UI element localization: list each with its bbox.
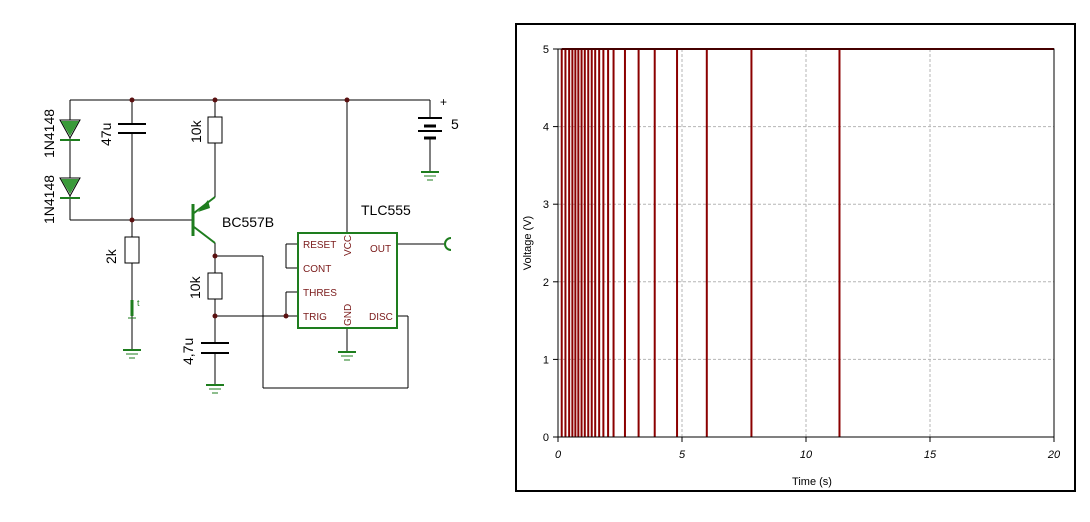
x-tick-label: 15 bbox=[924, 449, 937, 461]
ground-battery-icon bbox=[421, 171, 439, 181]
chart-frame: 0 1 2 3 4 5 0 5 10 15 20 Time (s) Voltage (V) bbox=[515, 23, 1076, 492]
pin-reset-label: RESET bbox=[303, 240, 336, 251]
ground-cap-icon bbox=[206, 384, 224, 394]
x-tick-label: 0 bbox=[555, 449, 562, 461]
cap-top-label: 47u bbox=[98, 123, 114, 146]
timer-ic-icon bbox=[297, 232, 398, 329]
pin-trig-label: TRIG bbox=[303, 312, 327, 323]
plot-area-border bbox=[557, 48, 1055, 438]
diode-1-label: 1N4148 bbox=[41, 109, 57, 158]
x-tick-label: 5 bbox=[679, 449, 686, 461]
res-collector-label: 10k bbox=[188, 119, 204, 143]
chart-tick-labels: 0 1 2 3 4 5 0 5 10 15 20 bbox=[543, 44, 1061, 461]
ground-timer-icon bbox=[338, 351, 356, 361]
battery-plus-label: + bbox=[440, 95, 447, 109]
chart-series bbox=[560, 48, 1054, 437]
output-probe-icon bbox=[444, 237, 452, 251]
diode-2-label: 1N4148 bbox=[41, 175, 57, 224]
cap-bottom-label: 4,7u bbox=[180, 338, 196, 365]
voltage-chart: 0 1 2 3 4 5 0 5 10 15 20 Time (s) Voltage (V) bbox=[522, 44, 1061, 488]
chart-grid bbox=[558, 49, 1054, 437]
ground-base-icon bbox=[123, 349, 141, 359]
y-tick-label: 1 bbox=[543, 354, 549, 366]
res-emitter-label: 10k bbox=[187, 275, 203, 299]
switch-label: t bbox=[137, 298, 140, 308]
switch-icon bbox=[128, 300, 136, 319]
battery-value-label: 5 bbox=[451, 116, 459, 132]
y-tick-label: 2 bbox=[543, 277, 549, 289]
pin-disc-label: DISC bbox=[369, 312, 393, 323]
res-base-label: 2k bbox=[103, 248, 119, 264]
pin-vcc-label: VCC bbox=[343, 235, 354, 256]
pin-cont-label: CONT bbox=[303, 264, 331, 275]
timer-label: TLC555 bbox=[361, 202, 411, 218]
capacitor-4u7-icon bbox=[201, 342, 229, 354]
wires bbox=[69, 99, 444, 389]
transistor-label: BC557B bbox=[222, 214, 274, 230]
y-axis-label: Voltage (V) bbox=[522, 216, 534, 270]
battery-icon bbox=[418, 117, 442, 140]
pnp-transistor-icon bbox=[191, 196, 216, 244]
capacitor-47u-icon bbox=[118, 123, 146, 134]
resistor-base-icon bbox=[124, 236, 140, 264]
resistor-collector-icon bbox=[207, 116, 223, 144]
diode-2-icon bbox=[59, 177, 81, 199]
x-tick-label: 20 bbox=[1047, 449, 1061, 461]
pin-thres-label: THRES bbox=[303, 288, 337, 299]
y-tick-label: 0 bbox=[543, 432, 549, 444]
y-tick-label: 4 bbox=[543, 122, 549, 134]
y-tick-label: 3 bbox=[543, 199, 549, 211]
x-tick-label: 10 bbox=[800, 449, 813, 461]
junction-dots bbox=[129, 97, 350, 319]
y-tick-label: 5 bbox=[543, 44, 549, 56]
circuit-schematic: RESET CONT THRES TRIG OUT DISC VCC GND 1… bbox=[41, 95, 459, 394]
resistor-emitter-icon bbox=[207, 272, 223, 300]
x-axis-label: Time (s) bbox=[792, 476, 832, 488]
diode-1-icon bbox=[59, 119, 81, 141]
pin-gnd-label: GND bbox=[343, 304, 354, 326]
chart-axes bbox=[553, 48, 1055, 442]
pin-out-label: OUT bbox=[370, 244, 391, 255]
